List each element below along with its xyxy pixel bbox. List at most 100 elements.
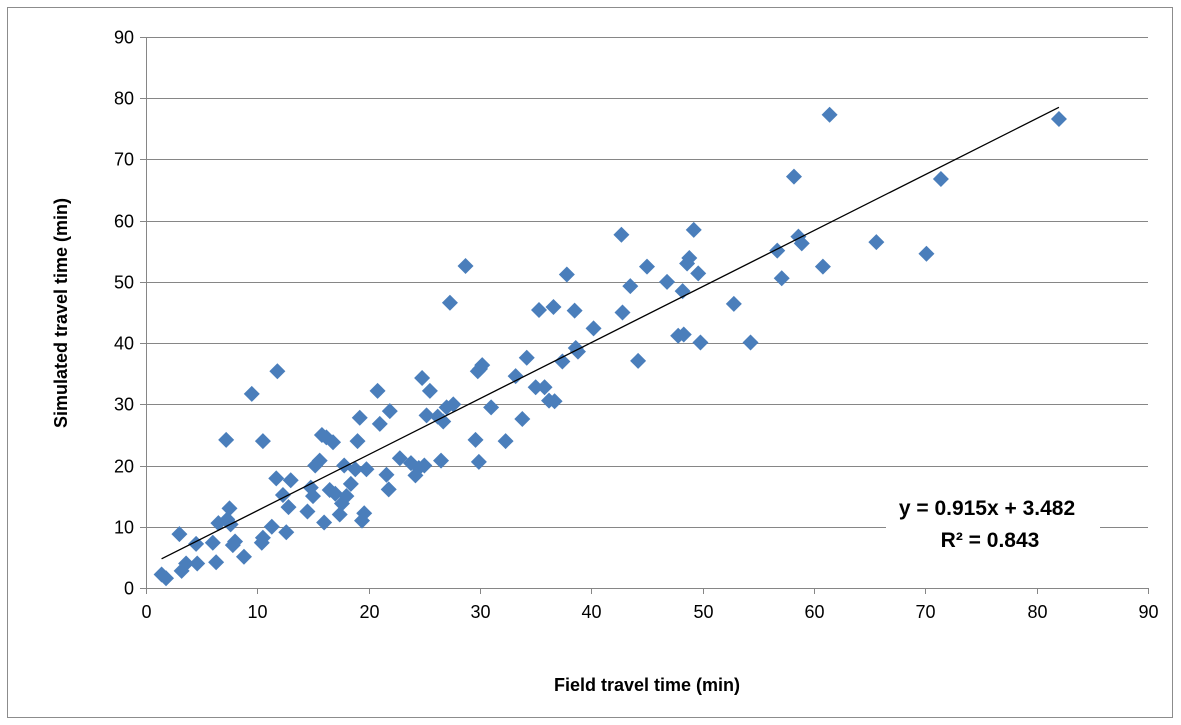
data-point (868, 234, 885, 251)
data-point (356, 505, 373, 522)
data-point (178, 555, 195, 572)
y-axis-title: Simulated travel time (min) (51, 198, 71, 428)
data-point (467, 431, 484, 448)
data-point (254, 529, 271, 546)
gridlines (146, 37, 1148, 528)
data-point (311, 452, 328, 469)
data-point (421, 382, 438, 399)
data-point (514, 411, 531, 428)
data-point (254, 433, 271, 450)
data-point (358, 461, 375, 478)
data-point (278, 524, 295, 541)
data-point (171, 526, 188, 543)
data-point (692, 334, 709, 351)
data-point (613, 226, 630, 243)
data-point (433, 452, 450, 469)
data-point (527, 379, 544, 396)
data-point (918, 245, 935, 262)
data-point (1050, 111, 1067, 128)
y-tick-label: 10 (114, 518, 134, 538)
data-point (414, 370, 431, 387)
data-point (630, 352, 647, 369)
data-point (235, 548, 252, 565)
data-point (483, 399, 500, 416)
data-point (814, 258, 831, 275)
data-point (531, 302, 548, 319)
data-point (369, 382, 386, 399)
data-point (305, 488, 321, 505)
tick-labels: 0 10 20 30 40 50 60 70 80 90 0 10 20 30 40 50 60 70 80 90 (114, 28, 1159, 623)
data-point (497, 433, 514, 450)
data-point (821, 106, 838, 123)
data-point (773, 270, 790, 287)
data-point (418, 407, 435, 424)
data-point (566, 302, 583, 319)
data-point (416, 457, 433, 474)
data-point (742, 334, 759, 351)
y-tick-label: 30 (114, 395, 134, 415)
data-point (546, 393, 563, 410)
y-tick-label: 20 (114, 457, 134, 477)
data-point (269, 363, 286, 380)
data-point (349, 433, 366, 450)
x-tick-label: 10 (247, 602, 267, 622)
trendline (161, 106, 1060, 560)
axes (140, 37, 1149, 594)
y-tick-label: 40 (114, 334, 134, 354)
data-point (338, 488, 355, 505)
data-point (622, 278, 639, 295)
data-point (659, 273, 676, 290)
y-tick-label: 70 (114, 150, 134, 170)
data-point (785, 168, 802, 185)
data-point (639, 258, 655, 275)
data-point (347, 461, 364, 478)
y-tick-label: 0 (124, 579, 134, 599)
data-point (474, 357, 491, 374)
data-point (675, 326, 692, 343)
trendline-group (161, 106, 1060, 560)
data-point (445, 396, 462, 413)
data-point (518, 349, 535, 366)
data-point (331, 506, 348, 523)
x-axis-title: Field travel time (min) (554, 675, 740, 695)
data-point (263, 518, 280, 535)
data-point (690, 265, 707, 282)
data-point (371, 415, 388, 432)
data-point (545, 298, 562, 315)
data-point (243, 385, 260, 402)
chart-frame (7, 7, 1173, 718)
x-tick-label: 50 (693, 602, 713, 622)
y-tick-label: 50 (114, 273, 134, 293)
data-point (585, 320, 602, 337)
data-point (457, 257, 474, 274)
data-point (932, 171, 949, 188)
data-points (153, 106, 1067, 587)
data-point (725, 295, 742, 312)
data-point (189, 555, 206, 572)
data-point (282, 472, 299, 489)
data-point (221, 500, 238, 517)
data-point (208, 554, 225, 571)
y-tick-label: 80 (114, 89, 134, 109)
r-squared-label: R² = 0.843 (941, 529, 1040, 552)
trendline-equation: y = 0.915x + 3.482 (899, 497, 1075, 520)
data-point (351, 409, 368, 426)
x-tick-label: 80 (1027, 602, 1047, 622)
x-tick-label: 20 (359, 602, 379, 622)
data-point (507, 368, 524, 385)
data-point (299, 503, 316, 520)
x-tick-label: 40 (581, 602, 601, 622)
data-point (218, 431, 235, 448)
data-point (681, 250, 698, 267)
data-point (316, 514, 333, 531)
data-point (280, 499, 297, 516)
data-point (435, 413, 452, 430)
x-tick-label: 90 (1138, 602, 1158, 622)
data-point (274, 486, 291, 503)
data-point (536, 379, 553, 396)
data-point (685, 221, 702, 238)
y-tick-label: 60 (114, 212, 134, 232)
data-point (327, 485, 344, 502)
data-point (325, 434, 342, 451)
